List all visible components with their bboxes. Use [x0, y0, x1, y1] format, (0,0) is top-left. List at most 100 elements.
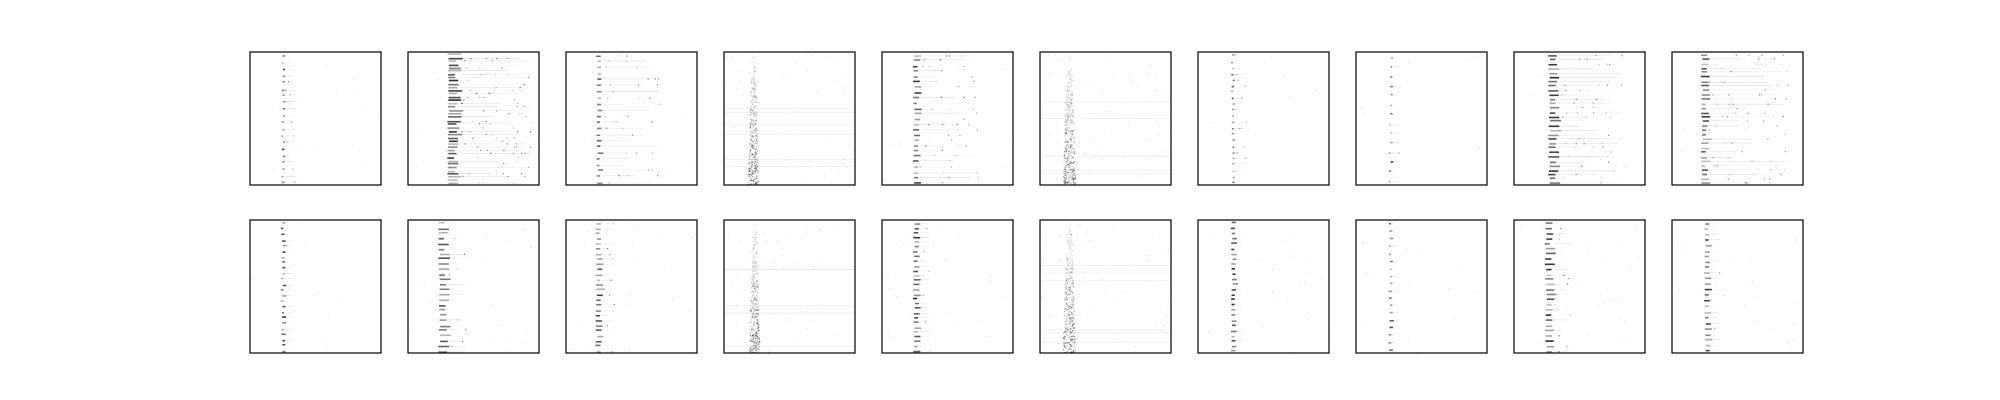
spot-mark: [914, 245, 919, 248]
band-speck: [1073, 141, 1075, 143]
band-speck: [1066, 329, 1068, 331]
spread-dot: [289, 94, 291, 96]
band-speck: [1070, 144, 1072, 146]
band-speck: [752, 283, 754, 285]
band-speck: [749, 130, 751, 132]
band-speck: [754, 117, 756, 119]
spread-dot: [1761, 75, 1764, 77]
spread-dot: [1770, 169, 1772, 171]
noise-speck: [1789, 348, 1791, 350]
band-speck: [755, 176, 757, 178]
band-speck: [1068, 163, 1070, 165]
band-speck: [1070, 275, 1072, 277]
band-speck: [757, 336, 759, 338]
noise-speck: [1679, 244, 1681, 246]
spread-dot: [976, 129, 978, 131]
spread-dot: [1774, 98, 1776, 100]
spread-dot: [1583, 143, 1585, 145]
band-speck: [747, 183, 749, 185]
band-speck: [1069, 175, 1072, 177]
trail-line: [1392, 282, 1396, 284]
band-speck: [753, 324, 755, 326]
band-speck: [750, 316, 752, 318]
spread-dot: [1565, 90, 1567, 92]
trail-line: [1708, 71, 1783, 72]
spot-mark: [448, 74, 455, 76]
band-speck: [1071, 318, 1073, 320]
spread-dot: [1560, 227, 1562, 230]
band-speck: [1073, 342, 1075, 344]
band-speck: [1065, 166, 1067, 168]
band-speck: [1065, 148, 1067, 151]
band-speck: [1064, 326, 1066, 329]
band-speck: [755, 341, 757, 343]
band-speck: [748, 173, 750, 175]
panel-content: [566, 220, 697, 353]
band-speck: [1071, 237, 1073, 239]
noise-speck: [596, 227, 598, 229]
band-speck: [754, 303, 756, 305]
band-speck: [757, 286, 759, 289]
band-speck: [1068, 153, 1070, 155]
band-speck: [750, 335, 752, 337]
spot-mark: [282, 343, 286, 346]
panel-fill: [1198, 220, 1329, 353]
band-speck: [753, 93, 755, 95]
band-speck: [757, 319, 759, 321]
trail-line: [284, 227, 289, 229]
band-speck: [1063, 170, 1065, 172]
band-speck: [753, 282, 755, 285]
noise-speck: [418, 345, 420, 347]
heatmap-panel: [723, 219, 856, 354]
band-speck: [751, 159, 753, 161]
spread-dot: [977, 176, 979, 179]
noise-speck: [786, 76, 788, 78]
spread-dot: [1621, 55, 1623, 57]
band-speck: [1072, 168, 1074, 170]
spot-mark: [595, 232, 600, 234]
band-speck: [1067, 163, 1069, 165]
streak-line: [1040, 101, 1171, 103]
band-speck: [752, 88, 754, 90]
band-speck: [750, 100, 752, 102]
noise-speck: [772, 264, 774, 266]
trail-line: [602, 228, 613, 230]
band-speck: [751, 302, 754, 304]
noise-speck: [740, 79, 742, 81]
spot-mark: [1548, 84, 1556, 87]
noise-speck: [1624, 319, 1626, 321]
trail-line: [1392, 261, 1398, 262]
band-speck: [751, 266, 754, 268]
band-speck: [748, 162, 750, 164]
noise-speck: [1584, 244, 1586, 246]
trail-line: [1558, 182, 1620, 184]
band-speck: [1065, 172, 1067, 174]
band-speck: [754, 156, 756, 158]
band-speck: [1069, 246, 1071, 248]
band-speck: [1074, 177, 1076, 179]
band-speck: [1069, 305, 1071, 307]
spot-mark: [1232, 152, 1235, 154]
band-speck: [1069, 252, 1071, 254]
noise-speck: [1069, 248, 1071, 250]
band-speck: [755, 261, 757, 263]
spot-mark: [1545, 309, 1553, 311]
spread-dot: [1747, 120, 1749, 122]
spread-dot: [502, 173, 504, 175]
band-speck: [756, 121, 758, 123]
band-speck: [751, 179, 753, 182]
band-speck: [1069, 127, 1071, 129]
band-speck: [756, 322, 758, 324]
noise-speck: [1478, 147, 1480, 149]
trail-line: [1558, 107, 1605, 108]
band-speck: [755, 177, 757, 179]
band-speck: [1069, 348, 1071, 350]
noise-speck: [510, 131, 512, 133]
band-speck: [752, 180, 755, 182]
spot-mark: [1544, 243, 1550, 245]
noise-speck: [1111, 129, 1113, 131]
spot-mark: [1390, 260, 1393, 263]
band-speck: [756, 169, 758, 171]
band-speck: [755, 164, 757, 166]
spread-dot: [1764, 58, 1766, 60]
